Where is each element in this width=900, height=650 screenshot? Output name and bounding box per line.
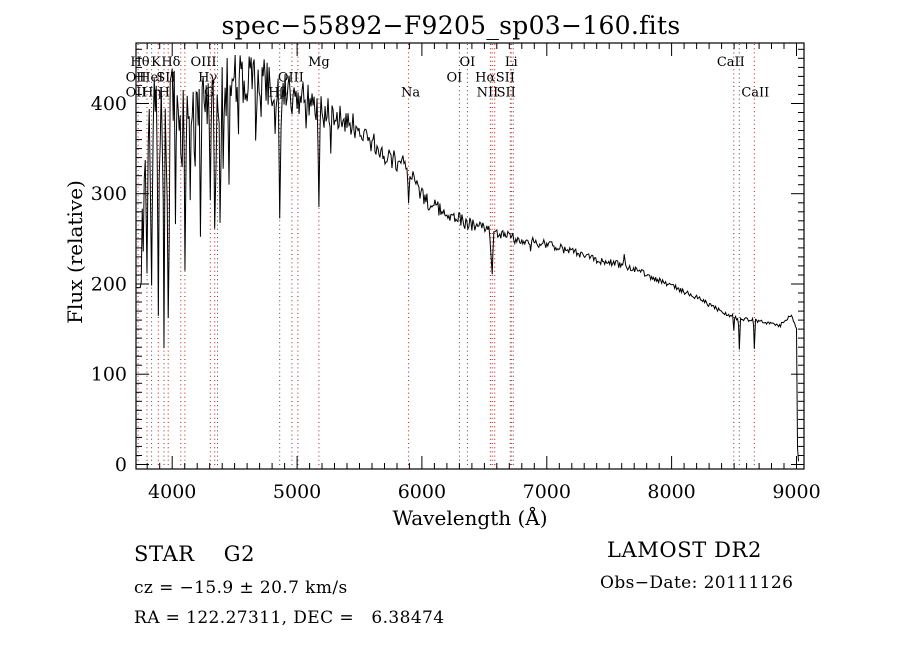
x-tick-label: 7000 [523,481,571,503]
line-marker-label: OIII [190,55,216,70]
line-marker-label: OI [460,55,476,70]
obs-date-text: Obs−Date: 20111126 [600,573,794,593]
x-tick-label: 6000 [398,481,446,503]
line-marker-label: Hθ [130,55,149,70]
spectrum-trace [136,55,800,462]
radial-velocity-text: cz = −15.9 ± 20.7 km/s [134,578,348,598]
y-tick-labels: 0 100 200 300 400 [91,93,127,476]
line-marker-label: OI [447,71,463,86]
line-marker-label: SII [497,86,516,101]
line-marker-label: Na [401,86,420,101]
line-marker-label: HeI [139,71,163,86]
page-title: spec−55892−F9205_sp03−160.fits [221,11,681,40]
y-tick-label: 200 [91,274,127,296]
line-marker-label: CaII [741,86,769,101]
star-class-text: STAR G2 [134,542,256,566]
line-marker-label: NII [477,86,499,101]
x-tick-label: 4000 [148,481,196,503]
line-marker-label: K [151,55,161,70]
line-marker-label: Li [505,55,518,70]
y-axis-label: Flux (relative) [63,180,87,324]
line-marker-label: H [159,86,170,101]
line-marker-label: OIII [278,71,304,86]
spectral-line-markers [137,44,755,468]
plot-border [135,42,805,470]
y-tick-label: 100 [91,364,127,386]
x-tick-label: 9000 [772,481,820,503]
line-marker-label: SII [496,71,515,86]
y-tick-label: 400 [91,93,127,115]
x-tick-label: 5000 [273,481,321,503]
x-tick-label: 8000 [647,481,695,503]
y-tick-label: 0 [115,454,127,476]
y-tick-label: 300 [91,183,127,205]
line-marker-label: Hα [475,71,495,86]
line-marker-label: Mg [308,55,330,70]
x-axis-label: Wavelength (Å) [392,506,548,530]
x-tick-labels: 4000 5000 6000 7000 8000 9000 [148,481,821,503]
ra-dec-text: RA = 122.27311, DEC = 6.38474 [134,608,445,628]
line-marker-label: Hδ [161,55,180,70]
line-marker-label: G [204,86,214,101]
axis-ticks [136,43,804,469]
line-marker-label: CaII [717,55,745,70]
survey-release-text: LAMOST DR2 [607,538,762,562]
